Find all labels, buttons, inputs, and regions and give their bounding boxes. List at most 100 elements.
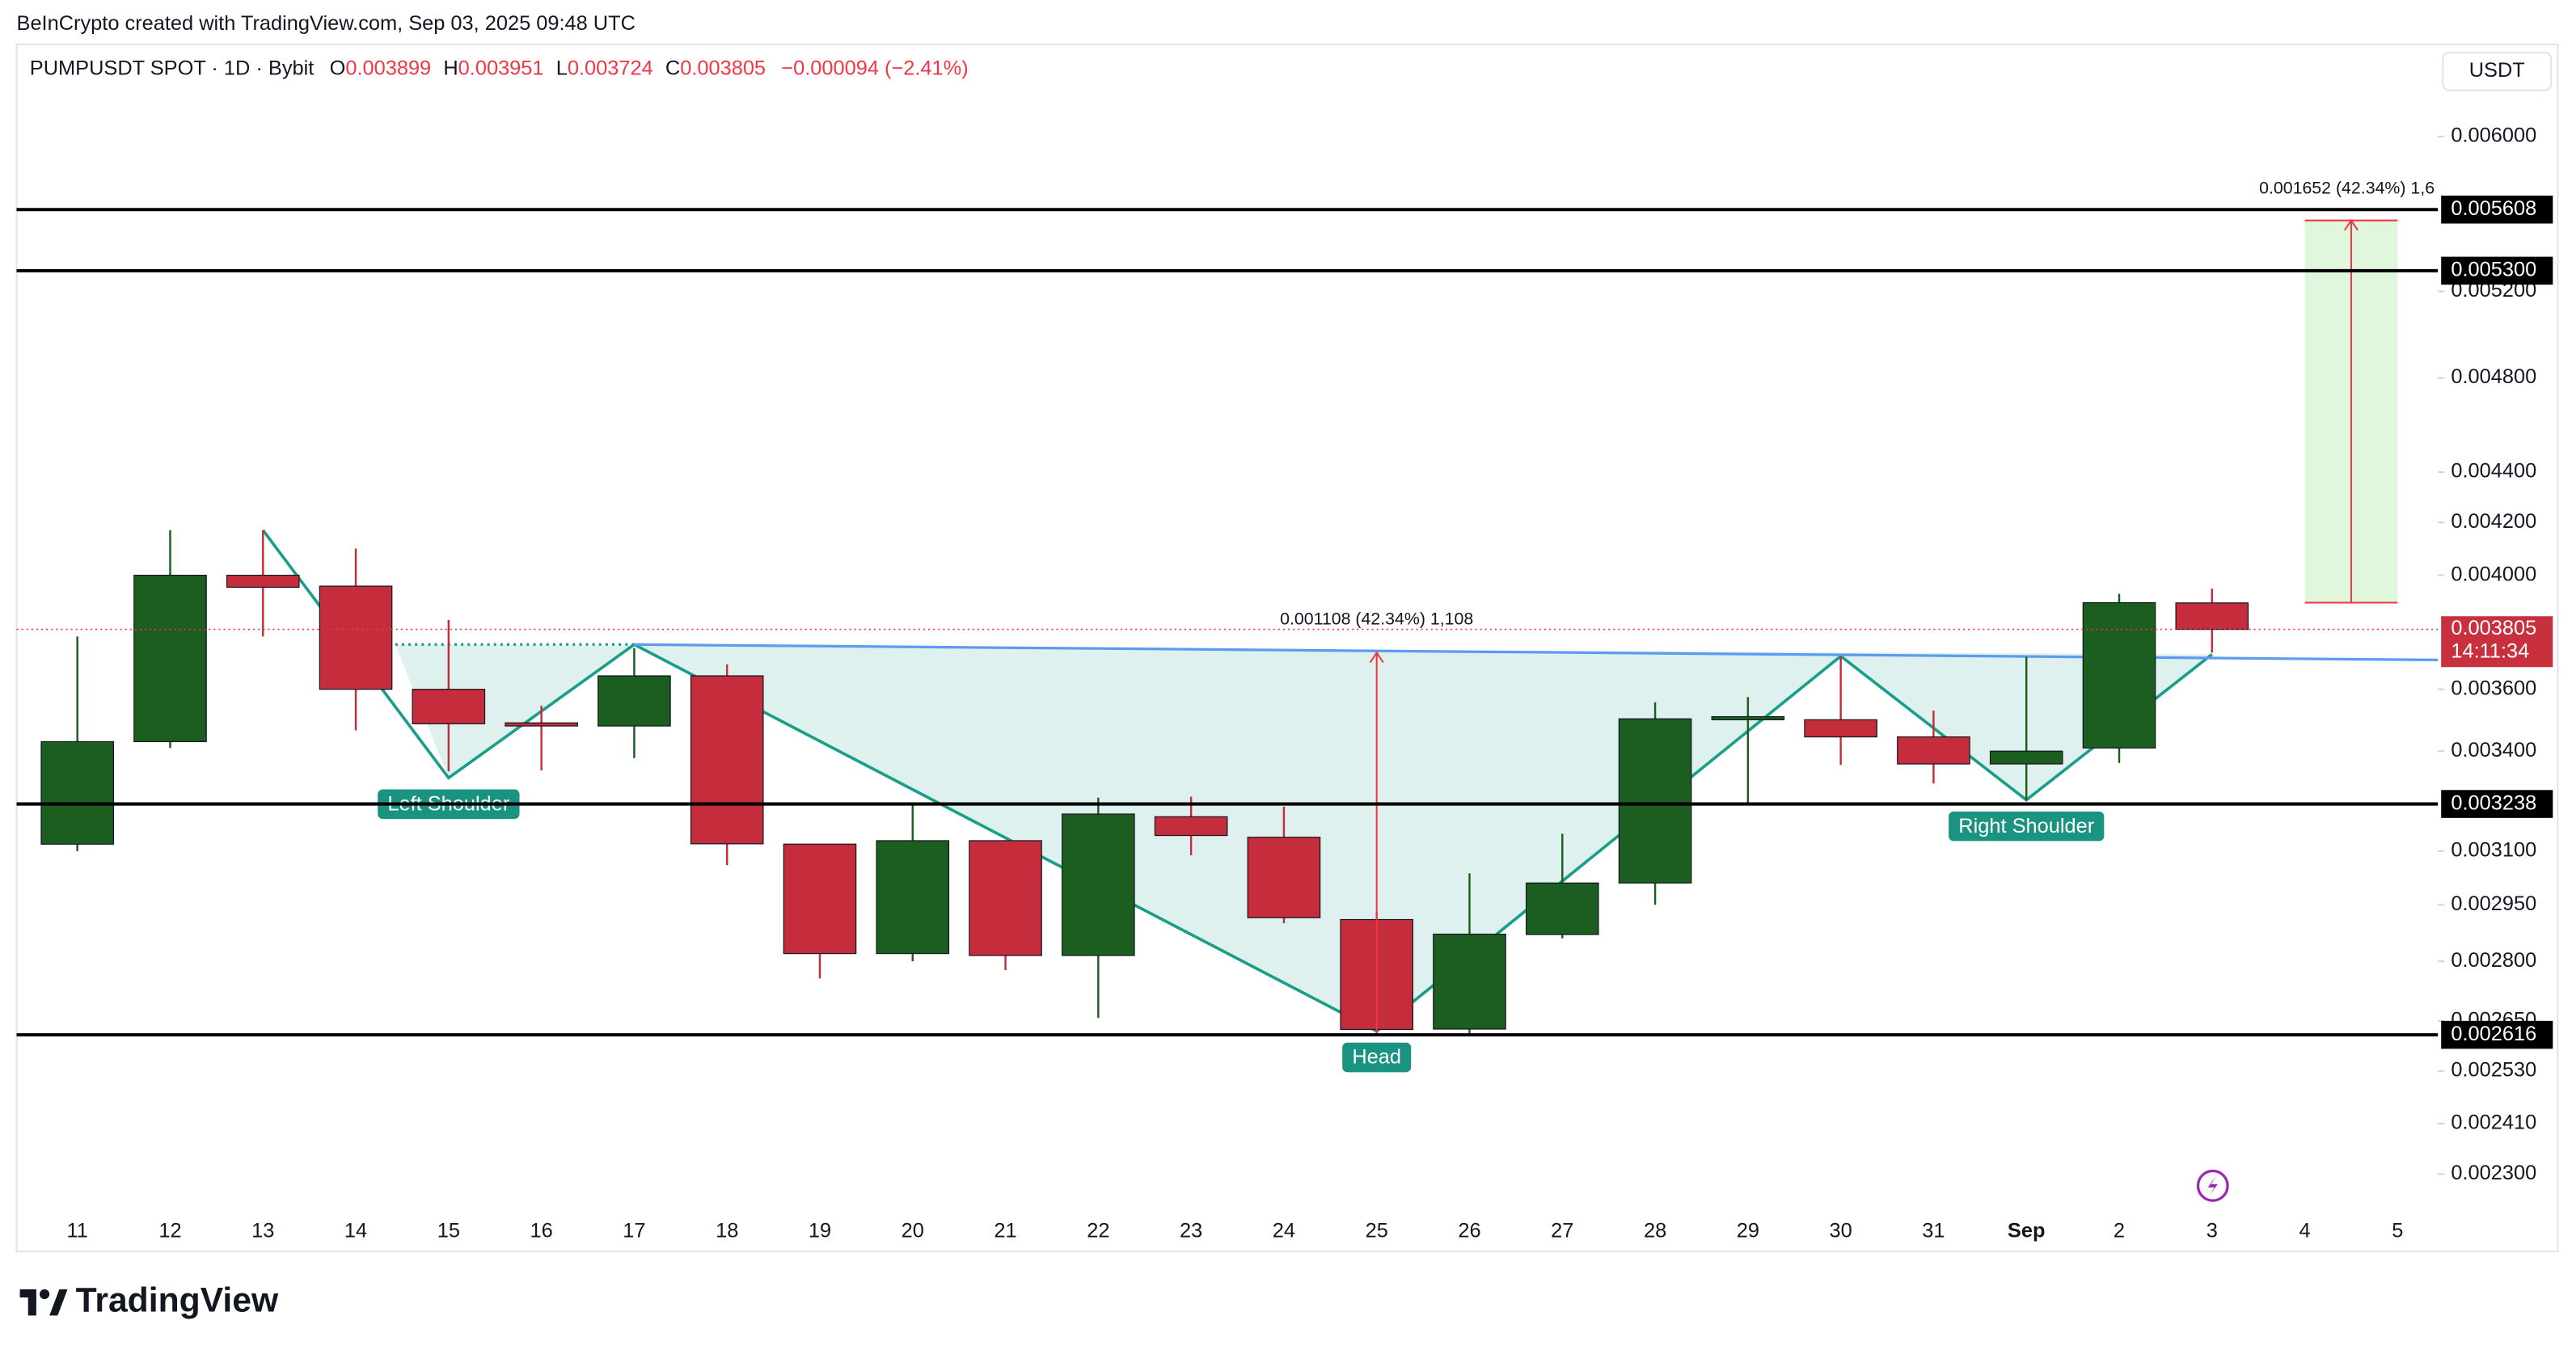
logo-mark xyxy=(19,1289,68,1316)
candle-body xyxy=(319,585,393,690)
symbol: PUMPUSDT SPOT · 1D · Bybit xyxy=(30,57,315,79)
pattern-label-box xyxy=(1949,811,2105,842)
x-tick-label: 20 xyxy=(902,1219,924,1242)
x-tick-label: 2 xyxy=(2114,1219,2125,1242)
alert-circle[interactable] xyxy=(2196,1169,2229,1202)
candle-body xyxy=(1247,837,1321,918)
ohlc-value: 0.003724 xyxy=(568,57,653,79)
y-tick-label: 0.002950 xyxy=(2451,892,2536,915)
x-tick-label: 13 xyxy=(251,1219,274,1242)
y-tick-label: 0.002530 xyxy=(2451,1059,2536,1082)
candles xyxy=(40,529,2249,1036)
x-tick-label: 26 xyxy=(1458,1219,1480,1242)
candle-body xyxy=(412,689,486,724)
candle-body xyxy=(1433,933,1506,1030)
x-tick-label: 4 xyxy=(2299,1219,2311,1242)
x-tick-label: 14 xyxy=(344,1219,367,1242)
x-tick-label: 11 xyxy=(67,1219,88,1242)
x-tick-label: 18 xyxy=(716,1219,738,1242)
candle-body xyxy=(783,843,857,955)
level-label: 0.005608 xyxy=(2451,197,2536,220)
x-tick-label: 28 xyxy=(1644,1219,1666,1242)
ohlc-value: 0.003899 xyxy=(345,57,431,79)
watermark: BeInCrypto created with TradingView.com,… xyxy=(17,12,636,35)
candle-body xyxy=(1154,816,1228,837)
ohlc-key: O xyxy=(330,57,346,79)
x-tick-label: Sep xyxy=(2008,1219,2046,1242)
candle-body xyxy=(1989,750,2063,765)
alert-bolt[interactable] xyxy=(2207,1175,2218,1196)
currency[interactable]: USDT xyxy=(2469,59,2525,82)
ohlc-key: H xyxy=(443,57,458,79)
x-tick-label: 5 xyxy=(2392,1219,2403,1242)
level-tag xyxy=(2441,195,2553,224)
x-tick-label: 30 xyxy=(1830,1219,1852,1242)
pattern-label: Right Shoulder xyxy=(1949,811,2105,842)
candle-body xyxy=(1525,882,1599,935)
y-tick-label: 0.004000 xyxy=(2451,563,2536,585)
pattern-label-text: Right Shoulder xyxy=(1958,815,2094,837)
last-price-label: 0.003805 xyxy=(2451,617,2536,639)
candle-body xyxy=(1711,715,1785,720)
x-tick-label: 24 xyxy=(1273,1219,1295,1242)
x-tick-label: 22 xyxy=(1087,1219,1109,1242)
candle-body xyxy=(598,675,671,727)
ohlc-key: C xyxy=(665,57,680,79)
x-tick-label: 29 xyxy=(1737,1219,1759,1242)
x-tick-label: 17 xyxy=(623,1219,645,1242)
x-tick-label: 19 xyxy=(809,1219,831,1242)
x-tick-label: 25 xyxy=(1366,1219,1388,1242)
x-tick-label: 23 xyxy=(1180,1219,1202,1242)
last-price-tag xyxy=(2441,616,2553,668)
candle-body xyxy=(2175,602,2249,631)
x-tick-label: 3 xyxy=(2206,1219,2218,1242)
y-tick-label: 0.002300 xyxy=(2451,1162,2536,1184)
ohlc-value: 0.003805 xyxy=(680,57,766,79)
candle-body xyxy=(690,675,764,845)
candle-body xyxy=(1062,813,1135,956)
level-tag xyxy=(2441,1020,2553,1049)
candle-body xyxy=(226,575,300,589)
logo: TradingView xyxy=(19,1280,279,1319)
y-tick-label: 0.006000 xyxy=(2451,124,2536,146)
measures: 0.001108 (42.34%) 1,108 0.001652 (42.34%)… xyxy=(1280,179,2435,1036)
level-label: 0.005300 xyxy=(2451,259,2536,281)
measure-label: 0.001652 (42.34%) 1,6 xyxy=(2259,179,2435,198)
y-tick-label: 0.004800 xyxy=(2451,365,2536,388)
countdown: 14:11:34 xyxy=(2451,640,2529,663)
level-label: 0.003238 xyxy=(2451,791,2536,814)
change: −0.000094 (−2.41%) xyxy=(781,57,968,79)
candle-body xyxy=(969,840,1042,956)
candle-body xyxy=(505,722,578,727)
measure-label: 0.001108 (42.34%) 1,108 xyxy=(1280,609,1473,628)
x-tick-label: 27 xyxy=(1551,1219,1573,1242)
x-tick-label: 16 xyxy=(530,1219,553,1242)
alert-icon[interactable] xyxy=(2196,1169,2229,1202)
ohlc-value: 0.003951 xyxy=(458,57,544,79)
logo-dot xyxy=(39,1289,50,1300)
y-axis: 0.0060000.0052000.0048000.0044000.004200… xyxy=(67,124,2537,1242)
candle-body xyxy=(1897,736,1970,765)
y-tick-label: 0.004200 xyxy=(2451,510,2536,533)
candle-body xyxy=(133,575,207,743)
y-tick-label: 0.003400 xyxy=(2451,739,2536,761)
symbol-header: PUMPUSDT SPOT · 1D · Bybit O0.003899 H0.… xyxy=(30,57,969,79)
y-tick-label: 0.002800 xyxy=(2451,949,2536,972)
candle-body xyxy=(876,840,950,955)
pattern-label-text: Head xyxy=(1352,1046,1401,1069)
level-tag xyxy=(2441,256,2553,285)
y-tick-label: 0.004400 xyxy=(2451,460,2536,483)
x-tick-label: 31 xyxy=(1922,1219,1945,1242)
level-label: 0.002616 xyxy=(2451,1023,2536,1045)
y-tick-label: 0.003100 xyxy=(2451,839,2536,862)
y-tick-label: 0.003600 xyxy=(2451,677,2536,699)
level-tag xyxy=(2441,790,2553,818)
y-tick-label: 0.002410 xyxy=(2451,1112,2536,1134)
x-tick-label: 15 xyxy=(437,1219,460,1242)
ohlc-key: L xyxy=(556,57,568,79)
logo-text: TradingView xyxy=(76,1280,279,1319)
currency-button[interactable] xyxy=(2442,51,2553,91)
chart-frame xyxy=(15,43,2559,1253)
